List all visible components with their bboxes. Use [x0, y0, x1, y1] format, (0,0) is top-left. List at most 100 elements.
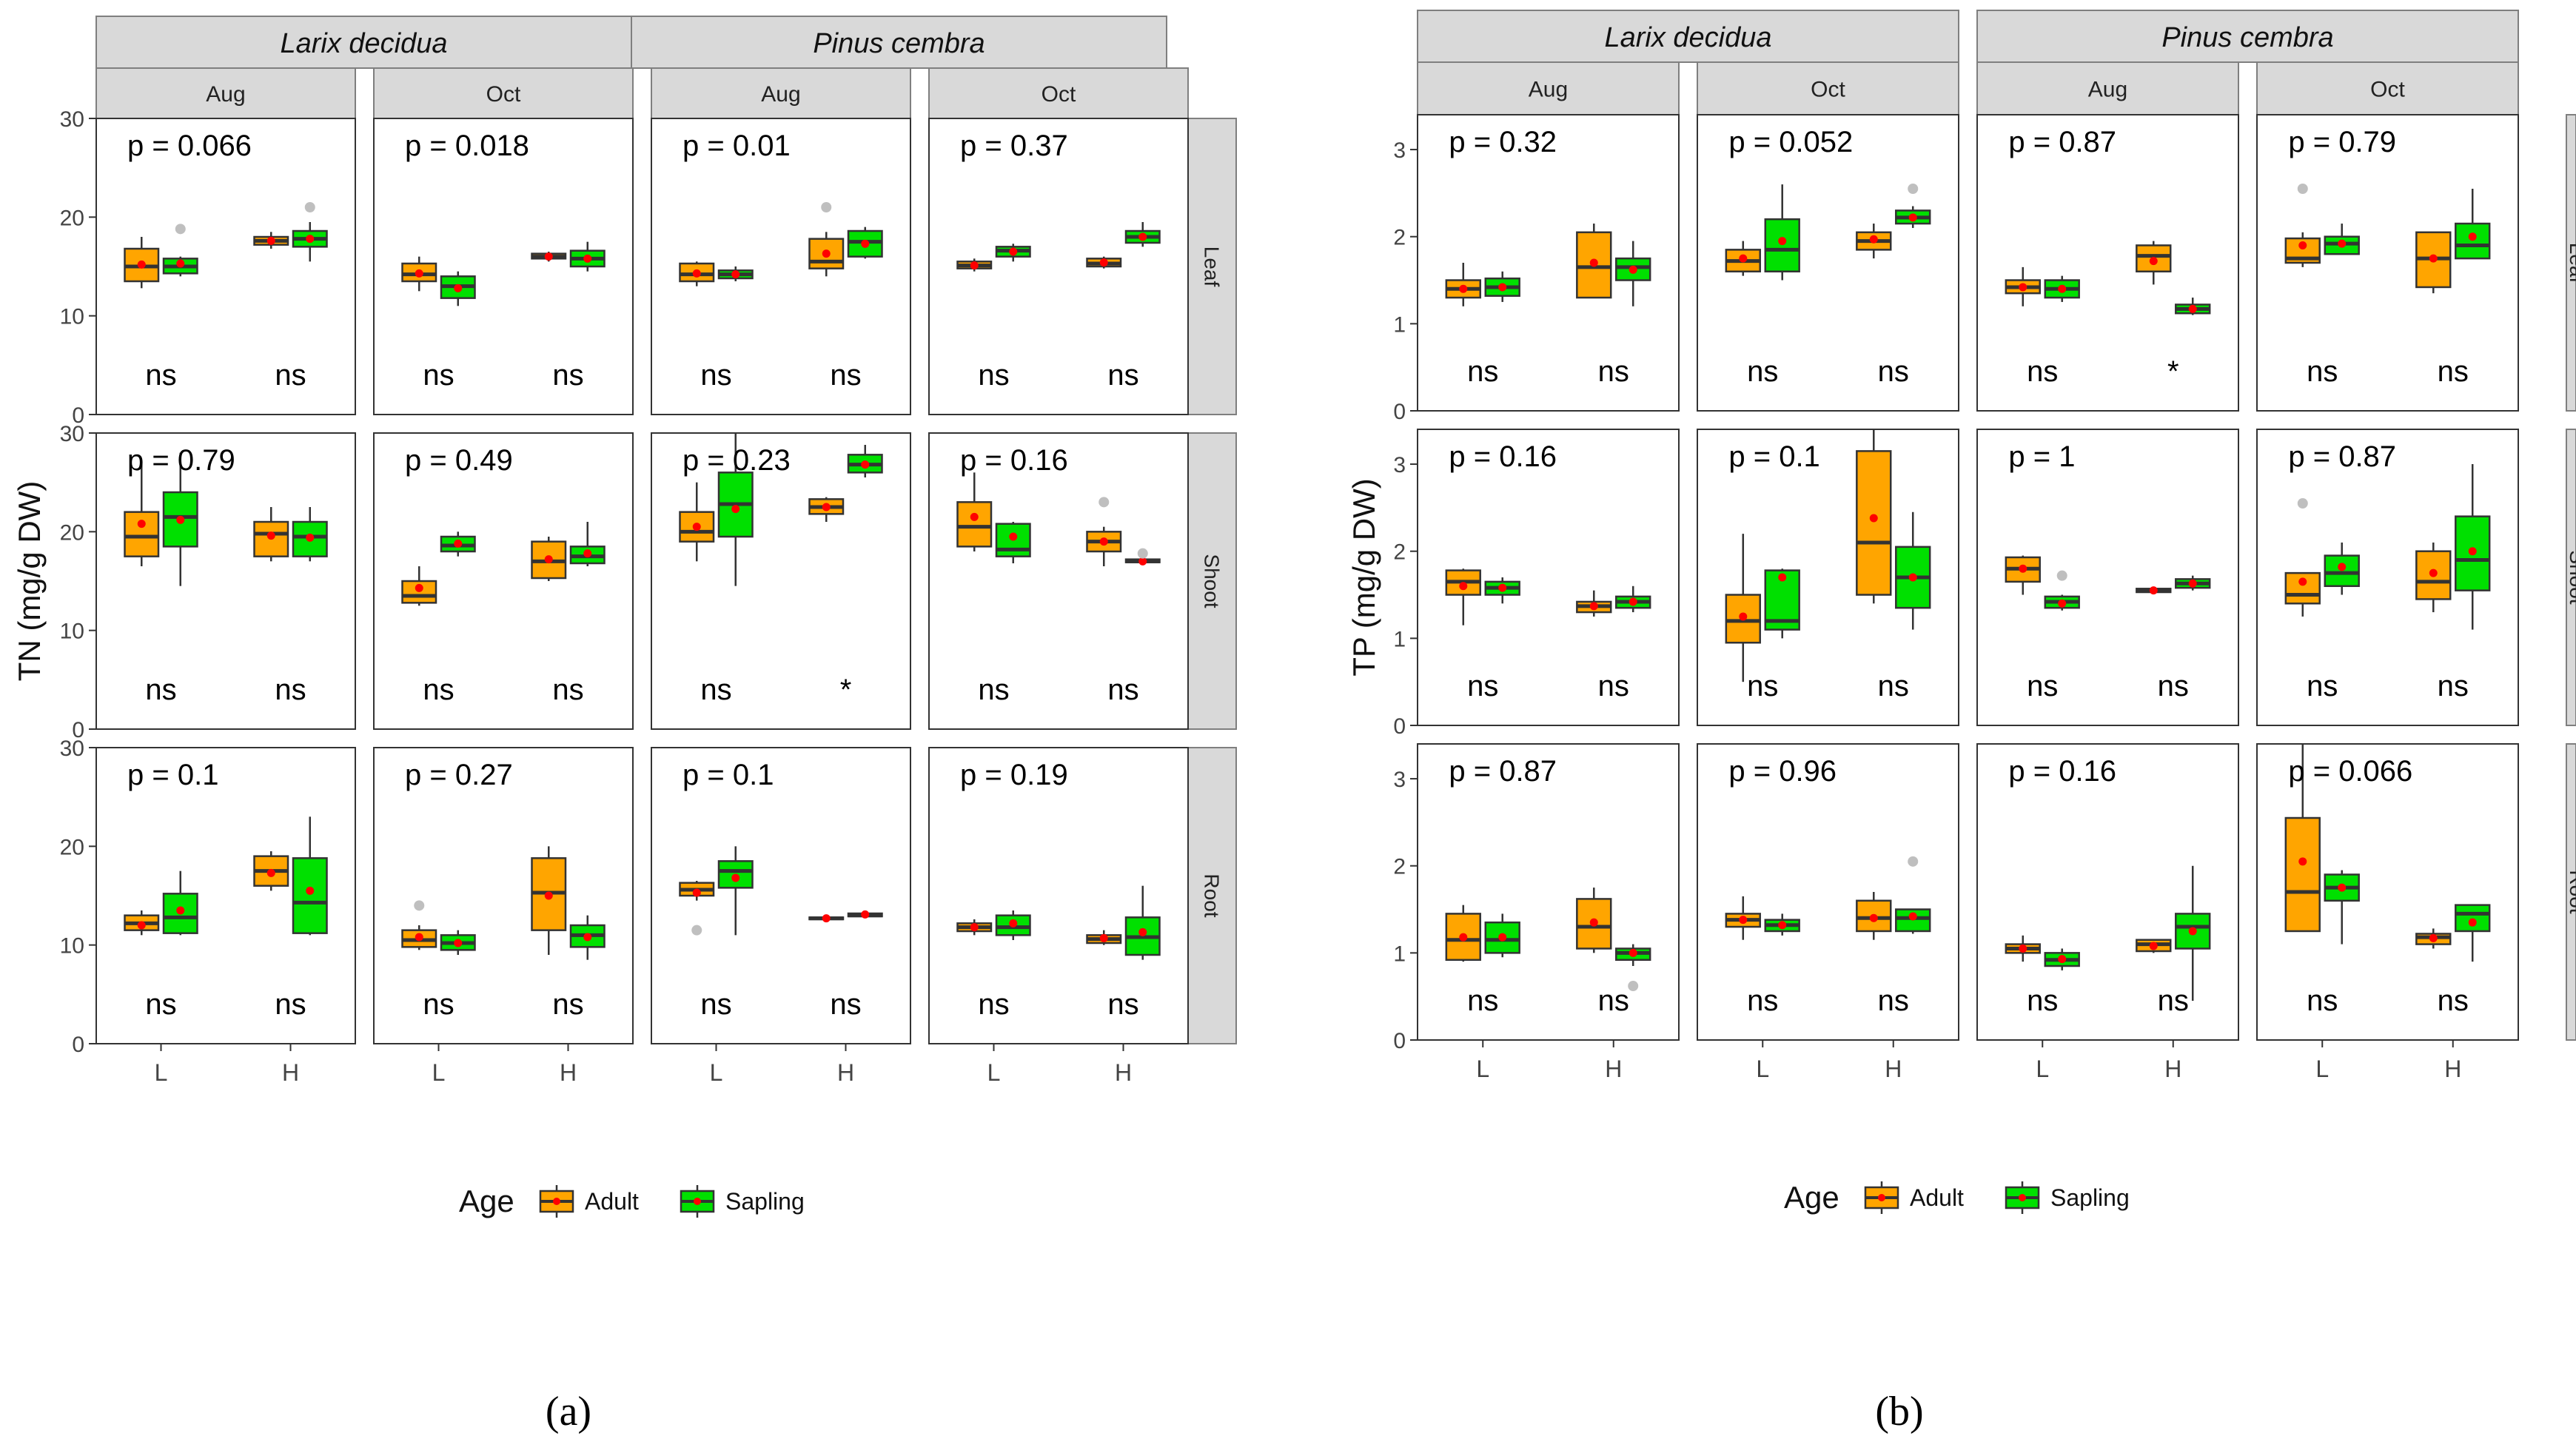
box-sapling-H: [1895, 856, 1931, 934]
box-sapling-H: [1615, 241, 1651, 306]
box-sapling-L: [2044, 570, 2080, 611]
x-tick-label: H: [837, 1059, 854, 1086]
box-adult-L: [1445, 905, 1481, 962]
panel: p = 0.96 ns ns: [1697, 743, 1959, 1041]
month-label: Oct: [486, 82, 521, 107]
mean-point: [731, 505, 740, 514]
mean-point: [2188, 304, 2197, 313]
panel: p = 0.1 ns ns: [1697, 429, 1959, 726]
significance-label: ns: [1467, 670, 1498, 702]
box-sapling-L: [1484, 271, 1520, 302]
box-adult-H: [1856, 224, 1892, 259]
y-tick-label: 0: [1393, 400, 1406, 424]
p-value-label: p = 0.37: [960, 130, 1068, 162]
panel-marks: [2005, 241, 2211, 315]
significance-label: ns: [1878, 984, 1909, 1017]
panel: p = 0.16 ns ns: [928, 432, 1189, 730]
x-tick-label: L: [2315, 1056, 2329, 1082]
month-strip: [373, 67, 634, 119]
box-sapling-L: [1484, 913, 1520, 958]
box-adult-H: [2415, 542, 2452, 613]
organ-label: Root: [2566, 870, 2576, 913]
mean-point: [1869, 235, 1878, 244]
x-tick-label: L: [2036, 1056, 2049, 1082]
mean-point: [1629, 948, 1637, 957]
month-label: Oct: [1042, 82, 1076, 107]
box-sapling-H: [569, 522, 606, 566]
box-sapling-L: [2324, 224, 2360, 255]
mean-point: [1869, 514, 1878, 523]
panel: p = 0.32 ns ns: [1417, 114, 1680, 412]
month-label: Aug: [1529, 78, 1568, 102]
mean-point: [1629, 265, 1637, 274]
organ-label: Leaf: [2566, 243, 2576, 284]
significance-label: ns: [552, 988, 583, 1021]
mean-point: [544, 891, 553, 900]
mean-point: [970, 261, 979, 270]
significance-label: ns: [2307, 355, 2338, 388]
box-adult-L: [956, 472, 993, 551]
box-sapling-L: [440, 271, 476, 306]
legend-item-label: Adult: [1910, 1184, 1964, 1211]
box-adult-H: [2415, 231, 2452, 294]
organ-label: Root: [1201, 873, 1224, 917]
mean-point: [1778, 921, 1787, 930]
box-adult-H: [808, 914, 845, 923]
mean-point: [583, 549, 592, 558]
box-sapling-H: [292, 816, 328, 936]
box-sapling-L: [162, 224, 198, 277]
box-adult-L: [679, 881, 715, 936]
box-adult-L: [1725, 896, 1761, 940]
box-sapling-L: [717, 266, 754, 281]
mean-point: [1908, 213, 1917, 222]
outlier-point: [304, 202, 315, 212]
box-sapling-L: [995, 910, 1031, 940]
box-adult-L: [401, 256, 437, 292]
mean-point: [137, 921, 146, 930]
mean-point: [2058, 599, 2067, 608]
p-value-label: p = 0.16: [1449, 440, 1557, 473]
significance-label: ns: [423, 988, 454, 1021]
panel: p = 0.16 ns ns: [1976, 743, 2239, 1041]
panel-frame: [928, 747, 1189, 1044]
mean-point: [1739, 254, 1748, 263]
box-sapling-L: [1764, 568, 1800, 639]
panel-marks: [1725, 184, 1931, 281]
mean-point: [2058, 955, 2067, 964]
y-tick-label: 20: [60, 835, 84, 859]
y-tick-label: 0: [72, 1033, 84, 1057]
p-value-label: p = 0.1: [127, 759, 218, 791]
significance-label: ns: [275, 988, 306, 1021]
mean-point: [176, 906, 185, 915]
box-sapling-H: [569, 915, 606, 960]
x-tick-label: H: [1115, 1059, 1132, 1086]
significance-label: ns: [2438, 670, 2469, 702]
panel-frame: [1976, 114, 2239, 412]
box-sapling-L: [162, 452, 198, 586]
panel-marks: [1445, 888, 1651, 992]
organ-strip: [2566, 429, 2576, 726]
box-sapling-H: [1895, 184, 1931, 228]
panel: p = 0.1 ns ns: [95, 747, 356, 1044]
mean-point: [822, 249, 831, 258]
outlier-point: [1099, 497, 1110, 508]
significance-label: ns: [2158, 984, 2189, 1017]
significance-label: ns: [1878, 355, 1909, 388]
legend-key-mean: [553, 1198, 560, 1205]
p-value-label: p = 0.066: [127, 130, 252, 162]
panel-marks: [679, 202, 883, 286]
panel-marks: [2005, 555, 2211, 611]
panel-frame: [373, 747, 634, 1044]
significance-label: ns: [2158, 670, 2189, 702]
chart-a: Larix decidua Pinus cembra Aug Oct Aug Oct Lea…: [12, 16, 1237, 1435]
month-label: Aug: [2088, 78, 2127, 102]
box-adult-H: [1086, 256, 1122, 269]
mean-point: [970, 512, 979, 521]
significance-label: ns: [423, 674, 454, 706]
mean-point: [1009, 919, 1018, 927]
box-adult-L: [2005, 935, 2041, 962]
legend-title: Age: [459, 1184, 514, 1218]
mean-point: [1459, 582, 1468, 591]
significance-label: ns: [2027, 670, 2058, 702]
significance-label: ns: [700, 359, 731, 392]
